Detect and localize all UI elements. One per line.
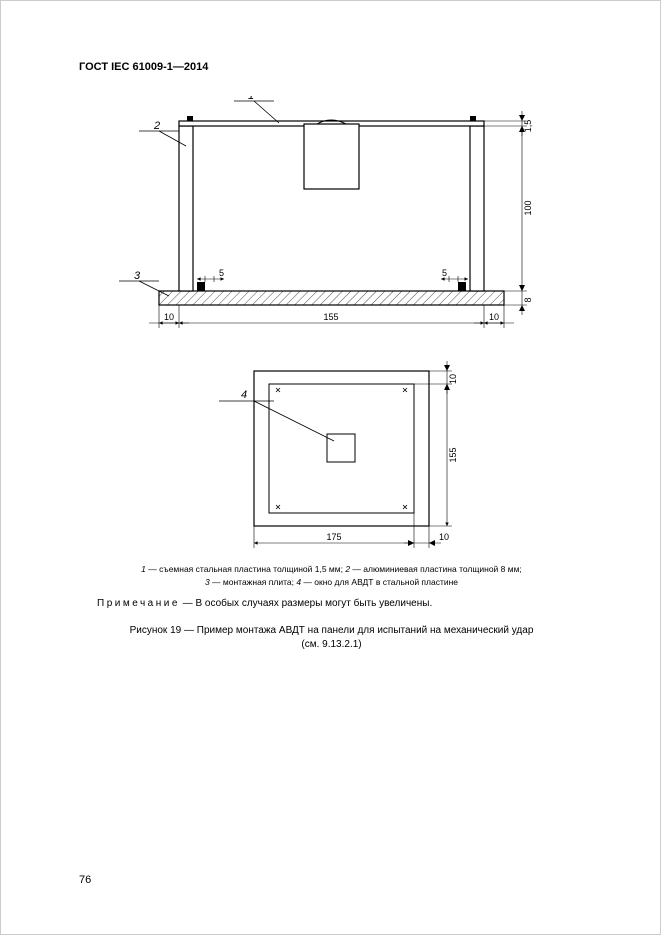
drawing-svg: 1 2 3 5 5 [79, 96, 584, 551]
dim-10-b: 10 [439, 532, 449, 542]
note-label: Примечание [97, 598, 180, 609]
note: Примечание — В особых случаях размеры мо… [97, 598, 577, 609]
legend-1-text: — съемная стальная пластина толщиной 1,5… [146, 564, 345, 574]
dim-10-right: 10 [489, 312, 499, 322]
dim-10-left: 10 [164, 312, 174, 322]
document-header: ГОСТ IEC 61009-1—2014 [79, 61, 208, 73]
dim-5-left: 5 [219, 268, 224, 278]
legend-3-text: — монтажная плита; [210, 577, 297, 587]
dim-100: 100 [523, 200, 533, 215]
dim-10-t: 10 [448, 374, 458, 384]
caption-line1: Рисунок 19 — Пример монтажа АВДТ на пане… [79, 624, 584, 638]
figure-caption: Рисунок 19 — Пример монтажа АВДТ на пане… [79, 624, 584, 652]
page: ГОСТ IEC 61009-1—2014 [0, 0, 661, 935]
legend-2-text: — алюминиевая пластина толщиной 8 мм; [350, 564, 522, 574]
caption-line2: (см. 9.13.2.1) [79, 638, 584, 652]
legend: 1 — съемная стальная пластина толщиной 1… [79, 563, 584, 589]
callout-3: 3 [134, 270, 141, 282]
dim-8: 8 [523, 297, 533, 302]
callout-4: 4 [241, 389, 247, 401]
technical-drawing: 1 2 3 5 5 [79, 96, 584, 551]
legend-4-text: — окно для АВДТ в стальной пластине [301, 577, 458, 587]
dim-5-right: 5 [442, 268, 447, 278]
dim-1-5: 1,5 [523, 120, 533, 133]
callout-2: 2 [153, 120, 160, 132]
lower-view: 4 175 10 10 [219, 361, 458, 548]
dim-155: 155 [323, 312, 338, 322]
dim-175: 175 [326, 532, 341, 542]
upper-view: 1 2 3 5 5 [119, 96, 533, 328]
page-number: 76 [79, 874, 91, 886]
callout-1: 1 [248, 96, 254, 102]
dim-155-v: 155 [448, 447, 458, 462]
note-text: — В особых случаях размеры могут быть ув… [180, 598, 432, 609]
